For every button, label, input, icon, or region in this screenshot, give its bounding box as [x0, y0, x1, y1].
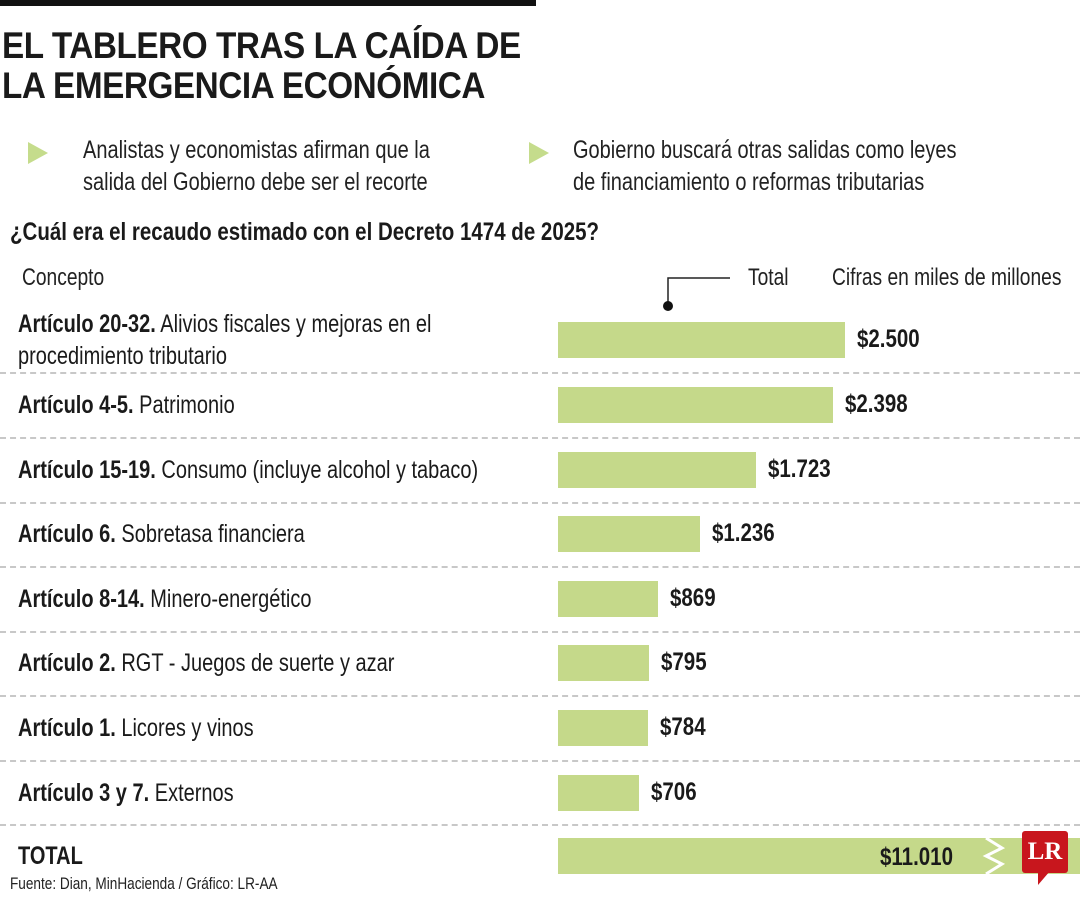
row-article: Artículo 8-14. — [18, 585, 145, 613]
lr-logo: LR — [1022, 831, 1068, 885]
row-label-line: Artículo 1. Licores y vinos — [18, 712, 254, 744]
row-label-line: Artículo 20-32. Alivios fiscales y mejor… — [18, 308, 432, 340]
units-note: Cifras en miles de millones — [832, 264, 1062, 291]
row-concept: Externos — [154, 779, 234, 807]
row-article: Artículo 3 y 7. — [18, 779, 150, 807]
row-concept-line-2: procedimiento tributario — [18, 342, 227, 370]
row-label: Artículo 20-32. Alivios fiscales y mejor… — [18, 308, 432, 372]
bullet-1-line-2: salida del Gobierno debe ser el recorte — [83, 168, 428, 196]
row-concept: Licores y vinos — [121, 714, 254, 742]
row-label: Artículo 4-5. Patrimonio — [18, 389, 235, 421]
row-label-line: Artículo 8-14. Minero-energético — [18, 583, 311, 615]
total-pointer-icon — [663, 277, 730, 311]
row-label: Artículo 2. RGT - Juegos de suerte y aza… — [18, 647, 394, 679]
separator — [0, 760, 1080, 762]
separator — [0, 566, 1080, 568]
source-note: Fuente: Dian, MinHacienda / Gráfico: LR-… — [10, 874, 278, 893]
chart-title: ¿Cuál era el recaudo estimado con el Dec… — [10, 218, 600, 246]
row-label-line: Artículo 4-5. Patrimonio — [18, 389, 235, 421]
bar — [558, 710, 648, 746]
bar-value-label: $1.723 — [767, 455, 831, 483]
row-label-line: Artículo 15-19. Consumo (incluye alcohol… — [18, 454, 478, 486]
row-label-line: Artículo 2. RGT - Juegos de suerte y aza… — [18, 647, 394, 679]
title-line-2: LA EMERGENCIA ECONÓMICA — [2, 65, 485, 106]
row-article: Artículo 15-19. — [18, 456, 156, 484]
page-title: EL TABLERO TRAS LA CAÍDA DE LA EMERGENCI… — [2, 26, 521, 106]
row-label: Artículo 6. Sobretasa financiera — [18, 518, 305, 550]
title-line-1: EL TABLERO TRAS LA CAÍDA DE — [2, 25, 521, 66]
row-concept: Patrimonio — [139, 391, 235, 419]
row-concept: Sobretasa financiera — [121, 520, 305, 548]
total-header: Total — [748, 264, 789, 291]
row-label: Artículo 8-14. Minero-energético — [18, 583, 311, 615]
row-concept: Alivios fiscales y mejoras en el — [160, 310, 432, 338]
bar — [558, 452, 756, 488]
bar — [558, 645, 650, 681]
bullet-arrow-icon — [529, 142, 549, 164]
row-article: Artículo 4-5. — [18, 391, 134, 419]
concept-header: Concepto — [22, 264, 105, 291]
separator — [0, 695, 1080, 697]
separator — [0, 372, 1080, 374]
bar-value-label: $706 — [651, 778, 697, 806]
total-label: TOTAL — [18, 842, 83, 870]
bar — [558, 387, 834, 423]
top-rule — [0, 0, 536, 6]
row-label: Artículo 15-19. Consumo (incluye alcohol… — [18, 454, 478, 486]
row-article: Artículo 20-32. — [18, 310, 156, 338]
row-article: Artículo 6. — [18, 520, 116, 548]
bullet-2-line-1: Gobierno buscará otras salidas como leye… — [573, 136, 957, 164]
row-article: Artículo 2. — [18, 649, 116, 677]
row-label-line: Artículo 6. Sobretasa financiera — [18, 518, 305, 550]
bar-value-label: $795 — [661, 648, 707, 676]
total-value: $11.010 — [880, 843, 953, 871]
row-concept: Minero-energético — [150, 585, 312, 613]
row-label-line: Artículo 3 y 7. Externos — [18, 777, 234, 809]
separator — [0, 502, 1080, 504]
row-label: Artículo 3 y 7. Externos — [18, 777, 234, 809]
bullet-2-line-2: de financiamiento o reformas tributarias — [573, 168, 925, 196]
row-label: Artículo 1. Licores y vinos — [18, 712, 254, 744]
separator — [0, 824, 1080, 826]
bullet-text-2: Gobierno buscará otras salidas como leye… — [573, 134, 957, 198]
row-concept: Consumo (incluye alcohol y tabaco) — [161, 456, 479, 484]
bar — [558, 775, 640, 811]
bar-value-label: $2.500 — [857, 325, 920, 353]
row-article: Artículo 1. — [18, 714, 116, 742]
bullet-text-1: Analistas y economistas afirman que la s… — [83, 134, 430, 198]
row-concept: RGT - Juegos de suerte y azar — [121, 649, 395, 677]
bar-value-label: $1.236 — [711, 519, 775, 547]
bar — [558, 322, 845, 358]
bullet-arrow-icon — [28, 142, 48, 164]
bar-value-label: $869 — [669, 584, 716, 612]
bar-value-label: $784 — [660, 713, 706, 741]
break-mark-icon — [982, 836, 1006, 876]
separator — [0, 631, 1080, 633]
bar — [558, 581, 658, 617]
bullet-1-line-1: Analistas y economistas afirman que la — [83, 136, 430, 164]
bar — [558, 516, 700, 552]
bar-value-label: $2.398 — [845, 390, 908, 418]
separator — [0, 437, 1080, 439]
